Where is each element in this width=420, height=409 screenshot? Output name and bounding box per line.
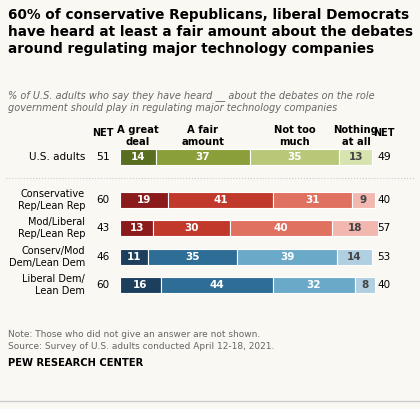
Text: U.S. adults: U.S. adults (29, 152, 85, 162)
Text: A great
deal: A great deal (117, 125, 159, 146)
Text: Conservative
Rep/Lean Rep: Conservative Rep/Lean Rep (18, 189, 85, 211)
Bar (161, 277, 273, 293)
Text: 11: 11 (127, 252, 141, 262)
Text: PEW RESEARCH CENTER: PEW RESEARCH CENTER (8, 358, 143, 368)
Bar (153, 220, 230, 236)
Text: 51: 51 (96, 152, 110, 162)
Bar (354, 277, 375, 293)
Text: 40: 40 (273, 223, 288, 233)
Text: 60: 60 (97, 280, 110, 290)
Bar (120, 277, 161, 293)
Bar (120, 149, 156, 165)
Text: % of U.S. adults who say they have heard __ about the debates on the role
govern: % of U.S. adults who say they have heard… (8, 90, 375, 113)
Text: 8: 8 (361, 280, 368, 290)
Text: 13: 13 (349, 152, 363, 162)
Text: 13: 13 (129, 223, 144, 233)
Text: NET: NET (92, 128, 114, 138)
Bar (332, 220, 378, 236)
Text: 57: 57 (378, 223, 391, 233)
Text: 18: 18 (347, 223, 362, 233)
Text: 19: 19 (137, 195, 152, 205)
Text: 40: 40 (378, 195, 391, 205)
Text: 49: 49 (377, 152, 391, 162)
Text: 14: 14 (131, 152, 145, 162)
Bar (339, 149, 373, 165)
Bar (352, 192, 375, 208)
Text: 9: 9 (360, 195, 367, 205)
Text: 40: 40 (378, 280, 391, 290)
Text: A fair
amount: A fair amount (181, 125, 224, 146)
Text: 31: 31 (305, 195, 320, 205)
Text: Conserv/Mod
Dem/Lean Dem: Conserv/Mod Dem/Lean Dem (9, 246, 85, 268)
Bar (237, 249, 337, 265)
Text: 30: 30 (184, 223, 199, 233)
Bar (273, 192, 352, 208)
Bar (337, 249, 373, 265)
Text: 32: 32 (307, 280, 321, 290)
Text: 14: 14 (347, 252, 362, 262)
Text: 35: 35 (185, 252, 200, 262)
Text: 41: 41 (213, 195, 228, 205)
Text: Liberal Dem/
Lean Dem: Liberal Dem/ Lean Dem (22, 274, 85, 296)
Text: Mod/Liberal
Rep/Lean Rep: Mod/Liberal Rep/Lean Rep (18, 217, 85, 239)
Text: 16: 16 (133, 280, 148, 290)
Bar (120, 192, 168, 208)
Text: 43: 43 (96, 223, 110, 233)
Text: 44: 44 (210, 280, 224, 290)
Text: Not too
much: Not too much (274, 125, 315, 146)
Text: 35: 35 (287, 152, 302, 162)
Text: 53: 53 (378, 252, 391, 262)
Bar (230, 220, 332, 236)
Bar (120, 249, 148, 265)
Text: Nothing
at all: Nothing at all (333, 125, 378, 146)
Bar (156, 149, 250, 165)
Text: Note: Those who did not give an answer are not shown.
Source: Survey of U.S. adu: Note: Those who did not give an answer a… (8, 330, 274, 351)
Text: 46: 46 (96, 252, 110, 262)
Text: 60% of conservative Republicans, liberal Democrats
have heard at least a fair am: 60% of conservative Republicans, liberal… (8, 8, 413, 56)
Bar (148, 249, 237, 265)
Bar (273, 277, 354, 293)
Bar (168, 192, 273, 208)
Bar (250, 149, 339, 165)
Text: 39: 39 (280, 252, 294, 262)
Text: 37: 37 (196, 152, 210, 162)
Text: NET: NET (373, 128, 395, 138)
Bar (120, 220, 153, 236)
Text: 60: 60 (97, 195, 110, 205)
